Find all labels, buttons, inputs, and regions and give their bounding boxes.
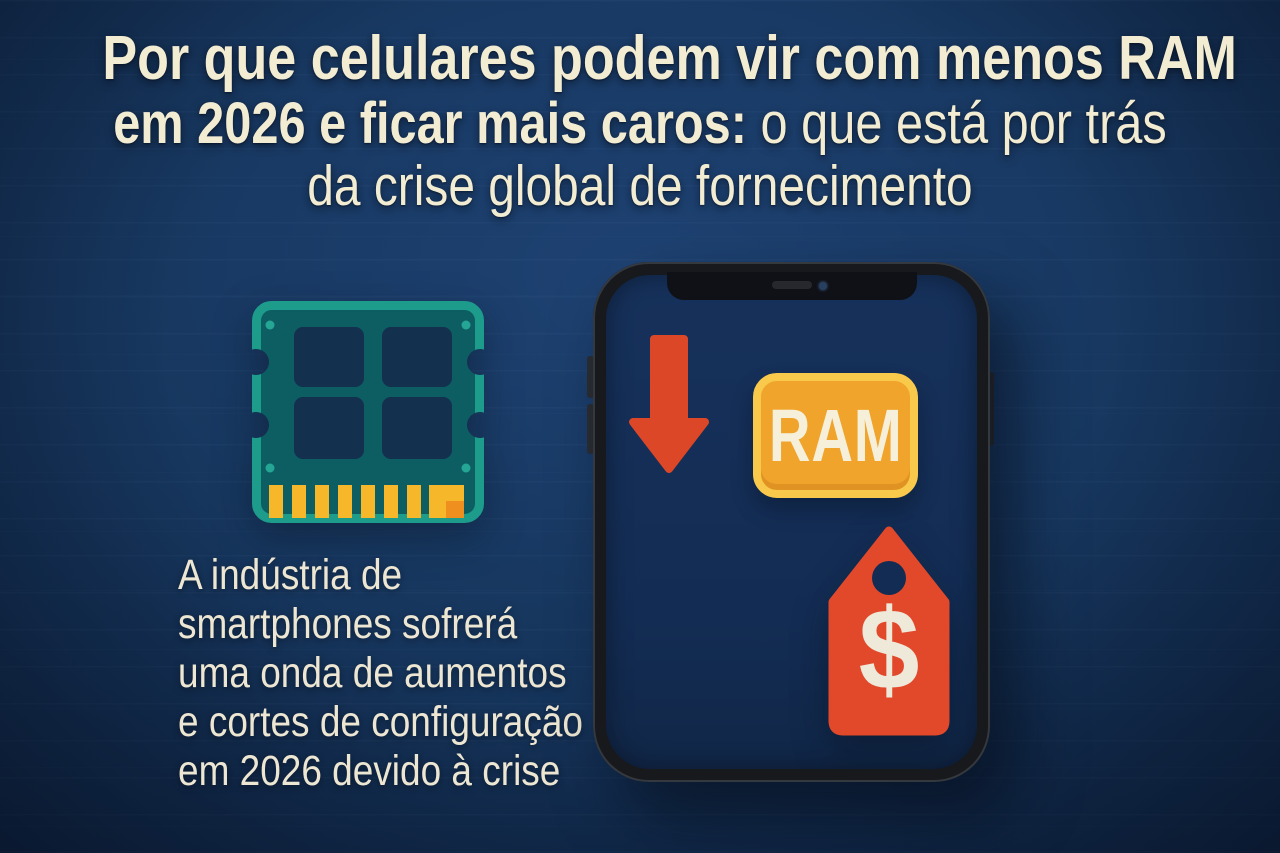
ram-badge: RAM [753,373,918,498]
headline-line2-bold-text: em 2026 e ficar mais caros: [113,90,747,156]
ram-badge-label: RAM [768,393,903,477]
headline: Por que celulares podem vir com menos RA… [102,25,1236,218]
headline-line2-regular-text: o que está por trás [746,90,1167,156]
tag-hole [872,561,906,595]
caption-line: uma onda de aumentos [178,649,567,697]
phone-speaker [771,281,812,289]
chip-pin-shade [446,501,464,518]
caption-line: e cortes de configuração [178,698,583,746]
headline-line-1: Por que celulares podem vir com menos RA… [102,25,1236,93]
chip-gold-pins [269,485,464,518]
caption-line: A indústria de [178,551,403,599]
down-arrow-icon [629,335,709,473]
caption-line: smartphones sofrerá [178,600,518,648]
phone-volume-down-button [587,404,594,454]
phone-notch [666,272,917,300]
caption-line: em 2026 devido à crise [178,747,561,795]
price-tag-icon: $ [828,525,950,737]
headline-line3-text: da crise global de fornecimento [307,153,973,218]
caption-text: A indústria de smartphones sofrerá uma o… [178,551,583,796]
phone-camera-dot [818,282,827,290]
smartphone-illustration: RAM $ [593,262,990,782]
dollar-sign: $ [858,586,920,714]
phone-volume-up-button [587,356,594,398]
ram-memory-chip-icon [252,301,484,523]
headline-line-2: em 2026 e ficar mais caros: o que está p… [102,90,1177,156]
chip-corner-dots [265,320,471,473]
phone-screen: RAM $ [606,275,977,769]
phone-power-button [986,372,994,446]
headline-line1-text: Por que celulares podem vir com menos RA… [102,24,1237,93]
headline-line-3: da crise global de fornecimento [102,153,1177,218]
chip-memory-squares [294,327,452,459]
